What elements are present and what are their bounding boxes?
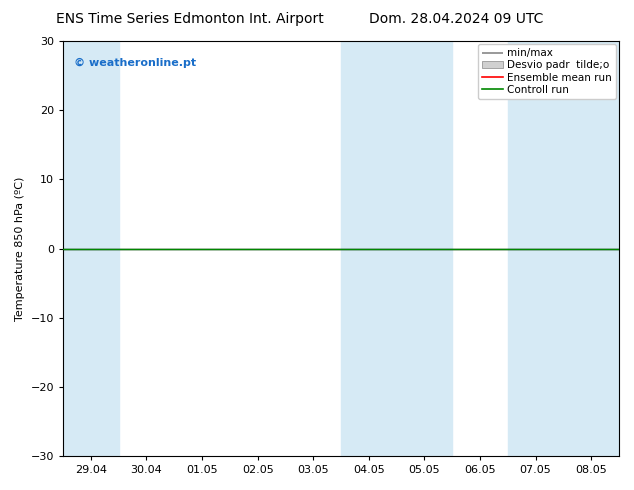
Bar (63, 41, 119, 456)
Y-axis label: Temperature 850 hPa (ºC): Temperature 850 hPa (ºC) (15, 176, 25, 320)
Bar (508, 41, 619, 456)
Text: © weatheronline.pt: © weatheronline.pt (74, 58, 197, 68)
Text: ENS Time Series Edmonton Int. Airport: ENS Time Series Edmonton Int. Airport (56, 12, 324, 26)
Legend: min/max, Desvio padr  tilde;o, Ensemble mean run, Controll run: min/max, Desvio padr tilde;o, Ensemble m… (478, 44, 616, 99)
Text: Dom. 28.04.2024 09 UTC: Dom. 28.04.2024 09 UTC (369, 12, 544, 26)
Bar (341, 41, 452, 456)
